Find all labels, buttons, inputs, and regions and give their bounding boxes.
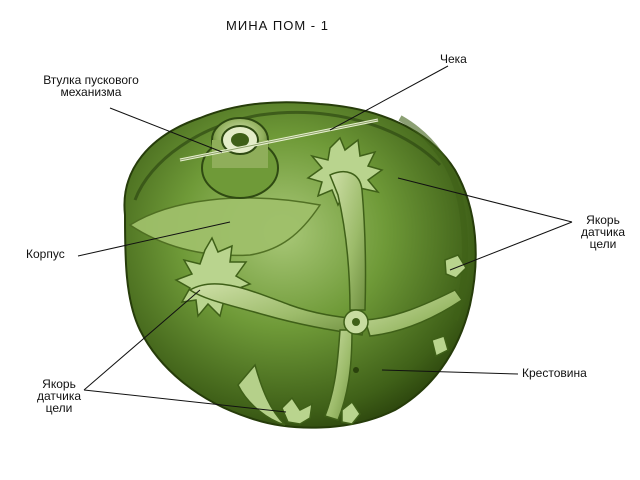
leader-anchor-right-b xyxy=(449,221,573,271)
label-sleeve-line1: Втулка пускового xyxy=(43,73,139,87)
leader-cross xyxy=(381,369,519,375)
label-anchor-right-line1: Якорь xyxy=(586,213,620,227)
label-cross: Крестовина xyxy=(522,366,587,380)
leader-anchor-right-a xyxy=(397,177,573,223)
leader-anchor-left-b xyxy=(83,389,287,413)
leader-body xyxy=(77,221,231,257)
label-anchor-left-line1: Якорь xyxy=(42,377,76,391)
label-sleeve-line2: механизма xyxy=(60,85,122,99)
mine-body xyxy=(123,101,477,429)
label-anchor-right-line2: датчика xyxy=(580,225,626,239)
label-body: Корпус xyxy=(26,247,65,261)
sensor-anchor-bottom xyxy=(281,396,361,425)
leader-lines xyxy=(77,65,573,413)
label-anchor-left-line3: цели xyxy=(45,401,73,415)
leader-sleeve xyxy=(109,107,223,153)
sensor-anchor-right xyxy=(431,254,467,358)
label-anchor-right: Якорь датчика цели xyxy=(568,214,638,250)
label-pin: Чека xyxy=(440,52,467,66)
cross-plate xyxy=(188,171,464,421)
label-anchor-right-line3: цели xyxy=(589,237,617,251)
safety-pin xyxy=(179,118,379,162)
label-anchor-left: Якорь датчика цели xyxy=(24,378,94,414)
leader-pin xyxy=(329,65,449,131)
mine-face xyxy=(128,197,322,257)
diagram-title: МИНА ПОМ - 1 xyxy=(226,18,329,33)
leader-anchor-left-a xyxy=(83,289,201,391)
label-anchor-left-line2: датчика xyxy=(36,389,82,403)
label-sleeve: Втулка пускового механизма xyxy=(16,74,166,98)
